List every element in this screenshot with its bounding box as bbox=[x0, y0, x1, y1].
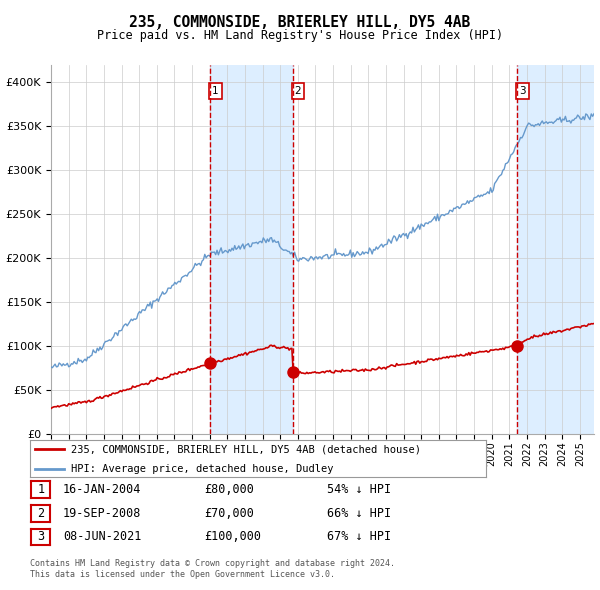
Text: 16-JAN-2004: 16-JAN-2004 bbox=[63, 483, 142, 496]
Text: 08-JUN-2021: 08-JUN-2021 bbox=[63, 530, 142, 543]
Bar bbox=[211, 65, 293, 434]
Text: £100,000: £100,000 bbox=[204, 530, 261, 543]
Text: HPI: Average price, detached house, Dudley: HPI: Average price, detached house, Dudl… bbox=[71, 464, 334, 474]
Text: 2: 2 bbox=[295, 86, 301, 96]
Text: £70,000: £70,000 bbox=[204, 507, 254, 520]
Text: This data is licensed under the Open Government Licence v3.0.: This data is licensed under the Open Gov… bbox=[30, 571, 335, 579]
Text: 54% ↓ HPI: 54% ↓ HPI bbox=[327, 483, 391, 496]
Text: 67% ↓ HPI: 67% ↓ HPI bbox=[327, 530, 391, 543]
Text: 235, COMMONSIDE, BRIERLEY HILL, DY5 4AB: 235, COMMONSIDE, BRIERLEY HILL, DY5 4AB bbox=[130, 15, 470, 30]
Bar bbox=[517, 65, 594, 434]
Text: 1: 1 bbox=[37, 483, 44, 496]
Text: 3: 3 bbox=[37, 530, 44, 543]
Text: 2: 2 bbox=[37, 507, 44, 520]
Text: Contains HM Land Registry data © Crown copyright and database right 2024.: Contains HM Land Registry data © Crown c… bbox=[30, 559, 395, 568]
Text: 3: 3 bbox=[519, 86, 526, 96]
Text: Price paid vs. HM Land Registry's House Price Index (HPI): Price paid vs. HM Land Registry's House … bbox=[97, 29, 503, 42]
Text: 19-SEP-2008: 19-SEP-2008 bbox=[63, 507, 142, 520]
Text: 66% ↓ HPI: 66% ↓ HPI bbox=[327, 507, 391, 520]
Text: 1: 1 bbox=[212, 86, 219, 96]
Text: 235, COMMONSIDE, BRIERLEY HILL, DY5 4AB (detached house): 235, COMMONSIDE, BRIERLEY HILL, DY5 4AB … bbox=[71, 444, 421, 454]
Text: £80,000: £80,000 bbox=[204, 483, 254, 496]
